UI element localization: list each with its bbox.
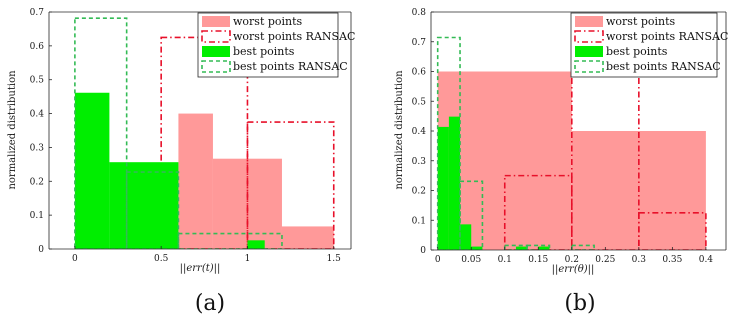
bar-best-points (460, 224, 472, 250)
x-tick-label: 0.3 (632, 255, 647, 265)
x-tick-labels: 0 0.5 1 1.5 (72, 246, 341, 264)
y-tick-label: 0.3 (412, 157, 427, 167)
bar-worst-points (212, 158, 248, 249)
legend-swatch (574, 30, 604, 43)
x-tick-label: 1 (245, 254, 251, 264)
legend-label: best points RANSAC (233, 60, 348, 73)
bar-worst-points (281, 226, 334, 249)
y-tick-label: 0 (420, 246, 426, 256)
legend-swatch (202, 16, 230, 27)
bar-best-points-ransac (459, 180, 484, 250)
x-tick-label: 0.1 (498, 255, 512, 265)
y-tick-label: 0.3 (30, 143, 45, 153)
y-tick-label: 0.7 (30, 8, 45, 18)
legend-swatch (575, 16, 603, 27)
bar-best-points-ransac (177, 232, 283, 249)
bar-best-points (247, 240, 265, 249)
bar-best-points-ransac (526, 244, 551, 250)
axes-frame (48, 11, 352, 250)
y-tick-labels: 0 0.1 0.2 0.3 0.4 0.5 0.6 0.7 0.8 (412, 8, 434, 256)
bar-worst-points-ransac (638, 212, 707, 250)
legend-swatch (201, 60, 231, 73)
y-tick-label: 0.4 (30, 110, 45, 120)
y-tick-label: 0 (38, 245, 44, 255)
x-tick-label: 1.5 (327, 254, 342, 264)
bar-best-points (448, 116, 461, 250)
bar-best-points (538, 246, 550, 250)
bar-best-points (74, 92, 110, 249)
x-tick-labels: 0 0.05 0.1 0.15 0.2 0.25 0.3 0.35 0.4 (435, 247, 713, 265)
x-tick-label: 0.5 (154, 254, 169, 264)
x-tick-label: 0.25 (595, 255, 615, 265)
y-tick-labels: 0 0.1 0.2 0.3 0.4 0.5 0.6 0.7 (30, 8, 52, 255)
legend-label: best points (233, 45, 295, 58)
y-axis-label: normalized distribution (394, 70, 405, 190)
legend-label: best points RANSAC (606, 60, 721, 73)
x-tick-label: 0.2 (565, 255, 579, 265)
caption-b: (b) (564, 291, 595, 316)
x-tick-label: 0.4 (699, 255, 714, 265)
y-tick-label: 0.6 (412, 68, 427, 78)
bar-best-points (109, 162, 179, 249)
legend-swatch (202, 46, 230, 57)
y-tick-label: 0.2 (30, 177, 44, 187)
bar-worst-points-ransac (246, 121, 335, 249)
bar-best-points (515, 246, 528, 250)
legend-swatch (201, 30, 231, 43)
x-tick-label: 0 (435, 255, 441, 265)
bar-worst-points-ransac (503, 174, 573, 250)
legend-swatch (574, 60, 604, 73)
legend-swatch (575, 46, 603, 57)
bar-worst-points (247, 158, 282, 249)
legend: worst points worst points RANSAC best poin… (570, 12, 728, 78)
histogram-bars (436, 36, 707, 250)
x-tick-label: 0.35 (662, 255, 682, 265)
panel-b: 0 0.05 0.1 0.15 0.2 0.25 0.3 0.35 0.4 0 0.1 0.2 0.3… (394, 8, 728, 316)
y-tick-label: 0.6 (30, 42, 45, 52)
legend-label: worst points RANSAC (233, 30, 355, 43)
legend-label: best points (606, 45, 668, 58)
legend: worst points worst points RANSAC best poin… (197, 12, 355, 78)
y-tick-label: 0.1 (30, 211, 44, 221)
y-axis-label: normalized distribution (7, 70, 18, 190)
legend-label: worst points (606, 15, 676, 28)
x-axis-label: ||err(θ)|| (552, 264, 595, 275)
bar-best-points-ransac (436, 36, 461, 250)
panel-a: 0 0.5 1 1.5 0 0.1 0.2 0.3 0.4 0.5 0.6 0.7 ||err(t)… (7, 8, 355, 316)
legend-label: worst points (233, 15, 303, 28)
x-tick-label: 0.15 (528, 255, 548, 265)
y-tick-label: 0.5 (412, 97, 427, 107)
y-tick-label: 0.2 (412, 187, 426, 197)
y-tick-label: 0.7 (412, 38, 427, 48)
caption-a: (a) (195, 291, 225, 316)
y-tick-label: 0.5 (30, 76, 45, 86)
x-axis-label: ||err(t)|| (180, 263, 221, 274)
y-tick-label: 0.1 (412, 216, 426, 226)
x-tick-label: 0.05 (461, 255, 481, 265)
bar-best-points (471, 246, 483, 250)
y-tick-label: 0.8 (412, 8, 427, 18)
bar-worst-points (178, 113, 213, 249)
y-tick-label: 0.4 (412, 127, 427, 137)
legend-label: worst points RANSAC (606, 30, 728, 43)
bar-best-points (437, 126, 449, 250)
x-tick-label: 0 (72, 254, 78, 264)
